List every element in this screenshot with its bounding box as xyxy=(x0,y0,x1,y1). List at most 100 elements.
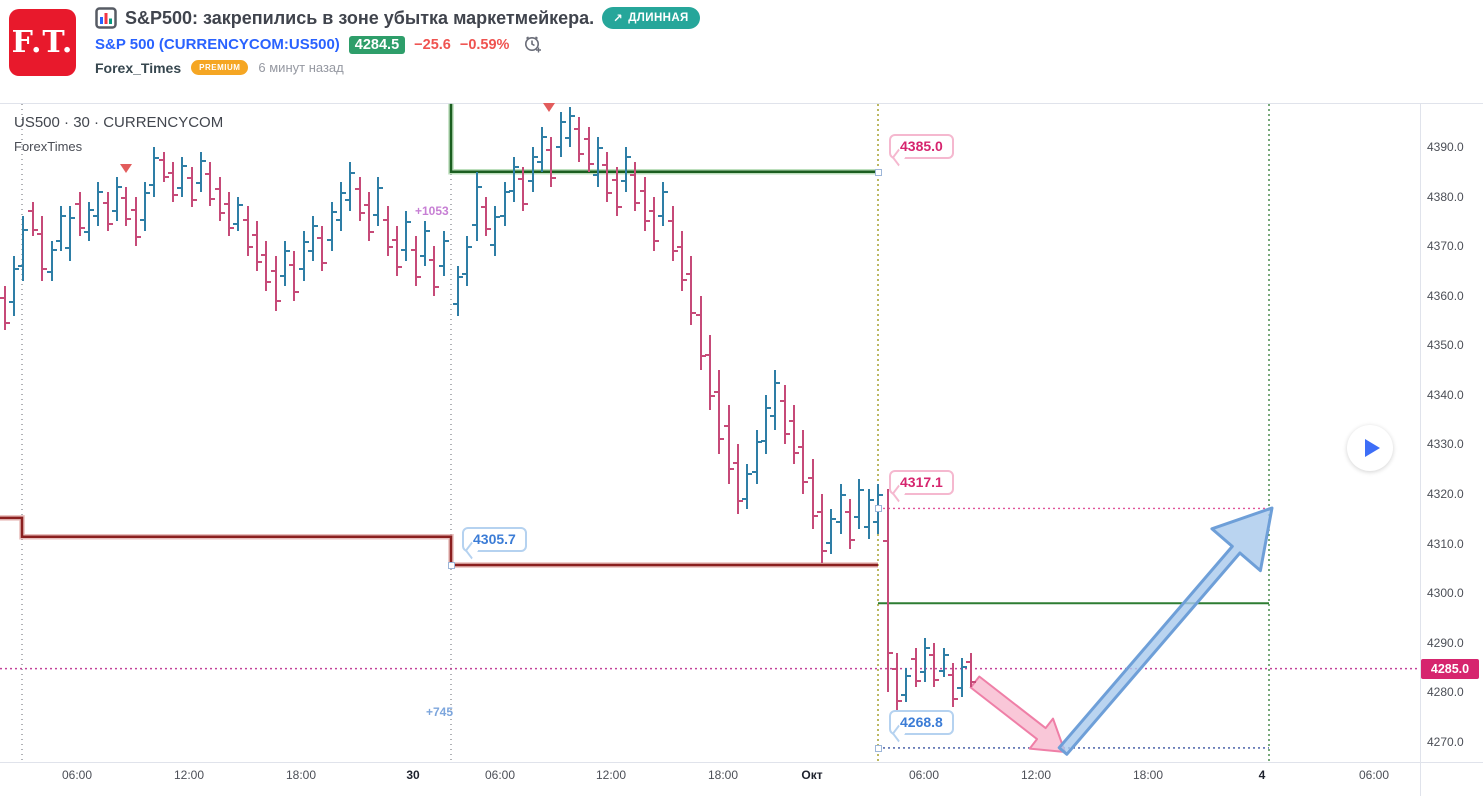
ohlc-close-tick xyxy=(963,665,967,668)
y-axis-label: 4320.0 xyxy=(1427,487,1464,502)
premium-badge[interactable]: PREMIUM xyxy=(191,60,249,75)
ohlc-close-tick xyxy=(407,221,411,224)
breakout-step-line[interactable] xyxy=(448,103,878,175)
x-axis-label: 06:00 xyxy=(908,768,940,782)
ohlc-open-tick xyxy=(159,159,163,162)
y-axis-label: 4330.0 xyxy=(1427,437,1464,452)
ohlc-bar xyxy=(653,196,655,252)
ohlc-bar xyxy=(256,221,258,271)
ohlc-open-tick xyxy=(9,300,13,303)
ohlc-close-tick xyxy=(720,437,724,440)
ohlc-bar xyxy=(51,241,53,281)
drawing-handle[interactable] xyxy=(875,168,882,176)
ohlc-open-tick xyxy=(612,179,616,182)
ohlc-open-tick xyxy=(677,246,681,249)
ohlc-bar xyxy=(466,236,468,286)
price-callout[interactable]: 4385.0 xyxy=(889,133,954,159)
ohlc-bar xyxy=(560,112,562,157)
ohlc-close-tick xyxy=(459,275,463,278)
ohlc-close-tick xyxy=(907,674,911,677)
ohlc-bar xyxy=(746,464,748,509)
author-name[interactable]: Forex_Times xyxy=(95,59,182,76)
ohlc-bar xyxy=(616,166,618,217)
avatar[interactable]: F.T. xyxy=(9,9,76,76)
y-axis-label: 4380.0 xyxy=(1427,189,1464,204)
ohlc-bar xyxy=(340,181,342,232)
ohlc-open-tick xyxy=(911,657,915,660)
ohlc-bar xyxy=(634,161,636,212)
ohlc-bar xyxy=(284,241,286,286)
ohlc-close-tick xyxy=(562,121,566,124)
ohlc-close-tick xyxy=(71,217,75,220)
ohlc-open-tick xyxy=(733,461,737,464)
breakout-step-line[interactable] xyxy=(449,103,878,174)
chart-author-watermark: ForexTimes xyxy=(14,139,83,154)
play-button[interactable] xyxy=(1347,425,1393,471)
blue-up-arrow[interactable] xyxy=(1057,506,1274,756)
ohlc-bar xyxy=(718,370,720,455)
pl-label: +745 xyxy=(426,705,454,719)
drawing-handle[interactable] xyxy=(875,744,882,752)
ohlc-bar xyxy=(784,384,786,445)
drawing-handle[interactable] xyxy=(875,505,882,513)
ohlc-close-tick xyxy=(972,680,976,683)
ohlc-open-tick xyxy=(383,218,387,221)
ohlc-open-tick xyxy=(327,238,331,241)
ohlc-bar xyxy=(163,151,165,182)
price-callout[interactable]: 4305.7 xyxy=(462,526,527,552)
ohlc-close-tick xyxy=(118,185,122,188)
x-axis-label: 12:00 xyxy=(173,768,205,782)
x-axis-label: 30 xyxy=(406,768,420,782)
ohlc-bar xyxy=(644,176,646,232)
ohlc-open-tick xyxy=(224,202,228,205)
loss-zone-step-line[interactable] xyxy=(0,515,878,568)
ohlc-bar xyxy=(774,370,776,430)
ohlc-bar xyxy=(578,117,580,162)
ohlc-open-tick xyxy=(640,190,644,193)
ohlc-open-tick xyxy=(215,187,219,190)
ohlc-close-tick xyxy=(34,229,38,232)
direction-badge-long[interactable]: ↗ ДЛИННАЯ xyxy=(602,7,700,29)
ohlc-close-tick xyxy=(758,440,762,443)
ohlc-bar xyxy=(97,181,99,227)
y-axis-label: 4290.0 xyxy=(1427,635,1464,650)
ohlc-open-tick xyxy=(140,218,144,221)
sell-marker-icon xyxy=(543,103,555,113)
ohlc-close-tick xyxy=(6,321,10,324)
ohlc-open-tick xyxy=(574,128,578,131)
ohlc-open-tick xyxy=(93,215,97,218)
ohlc-open-tick xyxy=(920,671,924,674)
ohlc-open-tick xyxy=(939,670,943,673)
ohlc-open-tick xyxy=(892,667,896,670)
ohlc-close-tick xyxy=(305,241,309,244)
ohlc-bar xyxy=(887,489,889,693)
ohlc-bar xyxy=(209,161,211,207)
ohlc-close-tick xyxy=(776,382,780,385)
ohlc-bar xyxy=(60,206,62,252)
ohlc-open-tick xyxy=(271,269,275,272)
symbol-link[interactable]: S&P 500 (CURRENCYCOM:US500) xyxy=(95,36,340,53)
ohlc-open-tick xyxy=(243,218,247,221)
price-callout[interactable]: 4317.1 xyxy=(889,470,954,496)
ohlc-open-tick xyxy=(364,204,368,207)
ohlc-open-tick xyxy=(658,215,662,218)
ohlc-close-tick xyxy=(249,246,253,249)
loss-zone-step-line[interactable] xyxy=(0,516,878,567)
x-axis-label: 4 xyxy=(1258,768,1266,782)
price-axis-border xyxy=(1420,103,1421,796)
ohlc-close-tick xyxy=(945,653,949,656)
pink-down-arrow[interactable] xyxy=(969,675,1066,753)
ohlc-bar xyxy=(303,231,305,281)
ohlc-bar xyxy=(4,285,6,331)
ohlc-close-tick xyxy=(174,193,178,196)
ohlc-bar xyxy=(597,137,599,187)
price-callout[interactable]: 4268.8 xyxy=(889,709,954,735)
ohlc-close-tick xyxy=(506,190,510,193)
add-alert-icon[interactable] xyxy=(522,34,543,55)
idea-title-row: S&P500: закрепились в зоне убытка маркет… xyxy=(95,6,700,30)
ohlc-open-tick xyxy=(75,202,79,205)
ohlc-bar xyxy=(905,667,907,703)
ohlc-close-tick xyxy=(935,678,939,681)
drawing-handle[interactable] xyxy=(448,561,455,569)
ohlc-open-tick xyxy=(500,215,504,218)
